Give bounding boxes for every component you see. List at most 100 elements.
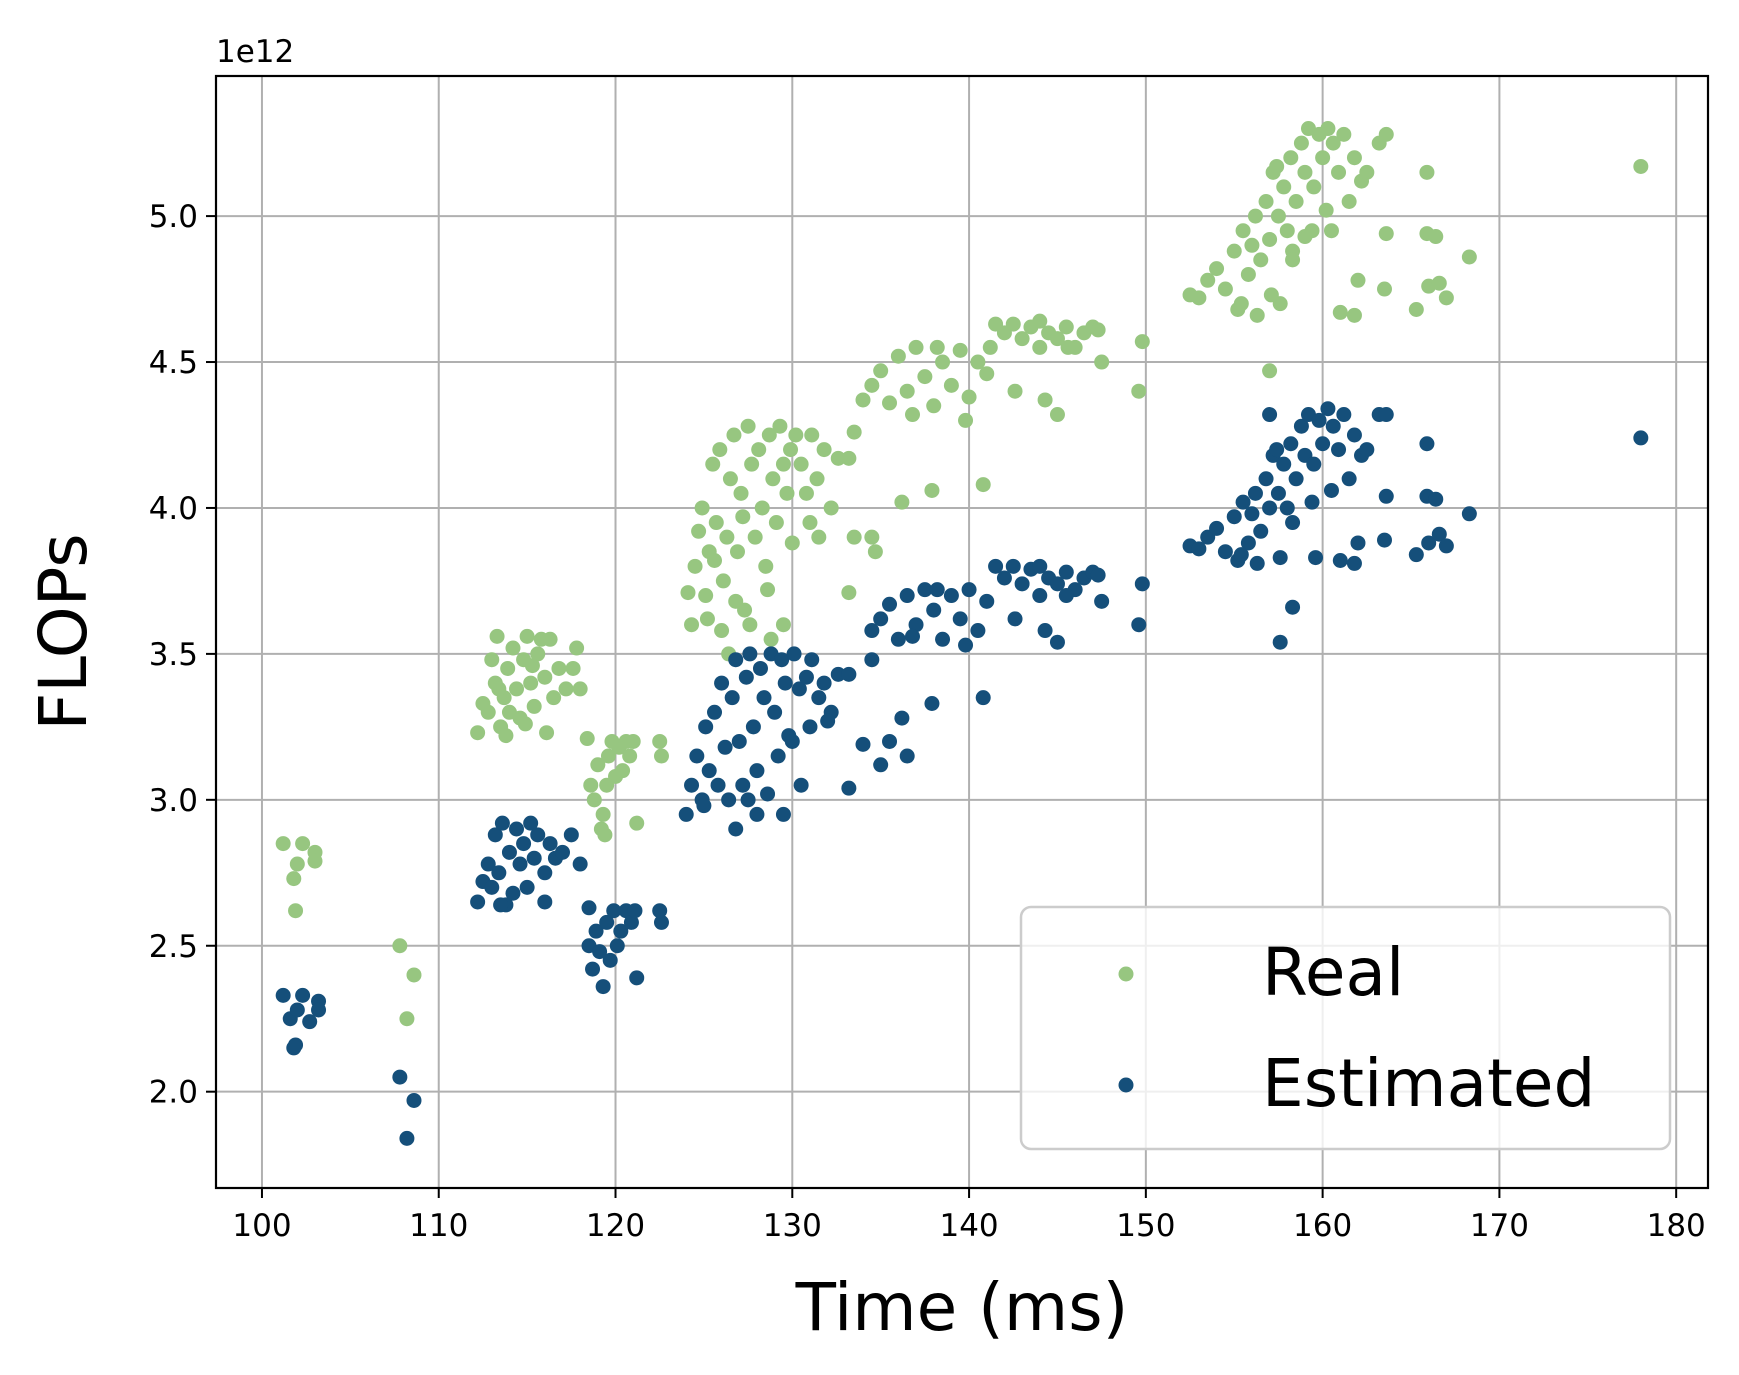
data-point-real <box>760 582 776 598</box>
data-point-estimated <box>905 628 921 644</box>
data-point-real <box>307 853 323 869</box>
data-point-estimated <box>756 690 772 706</box>
data-point-estimated <box>988 558 1004 574</box>
data-point-real <box>1297 164 1313 180</box>
data-point-estimated <box>935 631 951 647</box>
data-point-estimated <box>882 596 898 612</box>
data-point-estimated <box>882 733 898 749</box>
data-point-estimated <box>908 617 924 633</box>
data-point-estimated <box>588 923 604 939</box>
data-point-real <box>705 456 721 472</box>
data-point-real <box>470 725 486 741</box>
data-point-real <box>802 515 818 531</box>
data-point-estimated <box>1325 418 1341 434</box>
data-point-real <box>687 558 703 574</box>
y-tick-label: 3.0 <box>149 783 198 819</box>
data-point-estimated <box>760 786 776 802</box>
data-point-estimated <box>728 652 744 668</box>
data-point-real <box>1288 194 1304 210</box>
data-point-real <box>1346 307 1362 323</box>
data-point-estimated <box>392 1069 408 1085</box>
data-point-real <box>804 427 820 443</box>
data-point-real <box>1090 322 1106 338</box>
data-point-real <box>289 856 305 872</box>
data-point-estimated <box>873 757 889 773</box>
data-point-estimated <box>627 903 643 919</box>
data-point-real <box>480 704 496 720</box>
data-point-real <box>1306 179 1322 195</box>
data-point-estimated <box>749 806 765 822</box>
data-point-estimated <box>1341 471 1357 487</box>
data-point-real <box>1350 272 1366 288</box>
data-point-real <box>958 412 974 428</box>
data-point-estimated <box>1320 401 1336 417</box>
data-point-real <box>712 442 728 458</box>
x-tick-label: 110 <box>409 1208 468 1244</box>
data-point-estimated <box>1311 412 1327 428</box>
data-point-estimated <box>1090 567 1106 583</box>
data-point-estimated <box>952 611 968 627</box>
data-point-real <box>1235 223 1251 239</box>
data-point-estimated <box>1378 407 1394 423</box>
data-point-estimated <box>1346 555 1362 571</box>
data-point-estimated <box>696 798 712 814</box>
data-point-real <box>846 529 862 545</box>
data-point-real <box>751 442 767 458</box>
data-point-estimated <box>1032 588 1048 604</box>
data-point-estimated <box>470 894 486 910</box>
data-point-real <box>744 456 760 472</box>
data-point-estimated <box>745 719 761 735</box>
data-point-estimated <box>1279 500 1295 516</box>
data-point-estimated <box>1270 485 1286 501</box>
data-point-real <box>694 500 710 516</box>
data-point-estimated <box>595 979 611 995</box>
data-point-estimated <box>609 938 625 954</box>
data-point-estimated <box>724 690 740 706</box>
data-point-estimated <box>855 736 871 752</box>
data-point-real <box>509 681 525 697</box>
x-tick-label: 180 <box>1647 1208 1706 1244</box>
data-point-real <box>537 669 553 685</box>
data-point-estimated <box>775 806 791 822</box>
data-point-real <box>1325 135 1341 151</box>
data-point-estimated <box>493 897 509 913</box>
data-point-estimated <box>653 914 669 930</box>
data-point-real <box>524 658 540 674</box>
data-point-real <box>1226 243 1242 259</box>
data-point-real <box>905 407 921 423</box>
data-point-estimated <box>1421 535 1437 551</box>
data-point-estimated <box>1428 491 1444 507</box>
y-tick-label: 5.0 <box>149 199 198 235</box>
data-point-real <box>1262 231 1278 247</box>
data-point-estimated <box>1283 436 1299 452</box>
data-point-real <box>894 494 910 510</box>
data-point-estimated <box>1005 558 1021 574</box>
data-point-real <box>772 418 788 434</box>
data-point-real <box>775 617 791 633</box>
data-point-estimated <box>491 865 507 881</box>
data-point-real <box>1005 316 1021 332</box>
data-point-real <box>1253 252 1269 268</box>
data-point-estimated <box>793 777 809 793</box>
data-point-real <box>526 698 542 714</box>
data-point-real <box>1270 208 1286 224</box>
data-point-estimated <box>714 675 730 691</box>
data-point-estimated <box>894 710 910 726</box>
data-point-estimated <box>975 690 991 706</box>
data-point-estimated <box>1315 436 1331 452</box>
data-point-real <box>763 631 779 647</box>
data-point-real <box>926 398 942 414</box>
data-point-estimated <box>1359 442 1375 458</box>
data-point-estimated <box>554 844 570 860</box>
data-point-estimated <box>979 593 995 609</box>
data-point-real <box>1134 334 1150 350</box>
data-point-estimated <box>1007 611 1023 627</box>
x-tick-label: 160 <box>1293 1208 1352 1244</box>
data-point-estimated <box>749 763 765 779</box>
data-point-real <box>979 366 995 382</box>
data-points <box>275 121 1649 1146</box>
data-point-real <box>768 515 784 531</box>
data-point-estimated <box>480 856 496 872</box>
data-point-real <box>890 348 906 364</box>
